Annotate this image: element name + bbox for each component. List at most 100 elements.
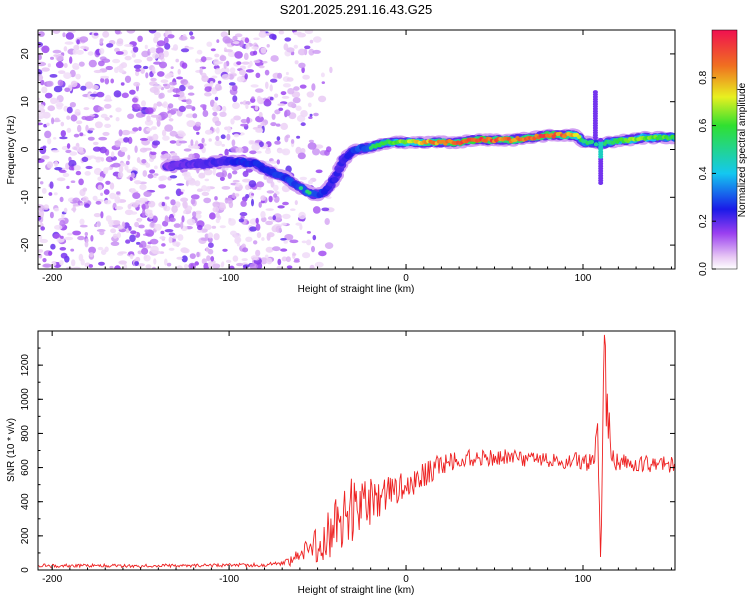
noise-blob xyxy=(123,263,128,269)
noise-blob xyxy=(38,108,46,114)
noise-blob xyxy=(329,66,333,74)
noise-blob xyxy=(158,184,167,189)
noise-blob xyxy=(176,183,185,186)
noise-blob xyxy=(181,62,188,69)
noise-blob xyxy=(301,240,307,244)
noise-blob xyxy=(101,249,107,255)
noise-blob xyxy=(220,134,226,139)
noise-blob xyxy=(281,256,288,262)
ridge-mark xyxy=(589,140,594,144)
noise-blob xyxy=(167,34,175,39)
noise-blob xyxy=(265,220,273,226)
noise-blob xyxy=(92,141,99,146)
noise-blob xyxy=(88,59,97,68)
noise-blob xyxy=(209,81,214,86)
noise-blob xyxy=(150,151,157,156)
noise-blob xyxy=(145,162,151,168)
noise-blob xyxy=(60,121,65,127)
noise-blob xyxy=(258,31,267,38)
noise-blob xyxy=(283,43,289,51)
noise-blob xyxy=(275,123,281,127)
noise-blob xyxy=(54,224,63,230)
noise-blob xyxy=(105,65,114,71)
snr-background xyxy=(38,331,675,570)
noise-blob xyxy=(149,209,153,214)
noise-blob xyxy=(118,129,123,137)
noise-blob xyxy=(188,180,197,186)
noise-blob xyxy=(223,61,227,69)
noise-blob xyxy=(299,176,308,181)
noise-blob xyxy=(49,211,54,219)
noise-blob xyxy=(154,165,158,170)
noise-blob xyxy=(96,229,106,232)
noise-blob xyxy=(84,241,89,248)
noise-blob xyxy=(111,151,115,158)
noise-blob xyxy=(168,118,174,122)
noise-blob xyxy=(307,102,312,108)
noise-blob xyxy=(53,85,63,93)
noise-blob xyxy=(88,155,97,159)
noise-blob xyxy=(64,236,74,241)
noise-blob xyxy=(225,197,233,204)
noise-blob xyxy=(133,64,142,70)
noise-blob xyxy=(276,265,282,269)
noise-blob xyxy=(239,212,248,217)
noise-blob xyxy=(270,122,277,127)
noise-blob xyxy=(155,47,164,54)
noise-blob xyxy=(153,175,157,179)
noise-blob xyxy=(232,192,236,199)
noise-blob xyxy=(98,136,108,141)
noise-blob xyxy=(177,132,186,138)
noise-blob xyxy=(113,90,122,98)
noise-blob xyxy=(287,101,296,108)
noise-blob xyxy=(133,103,141,110)
noise-blob xyxy=(186,218,196,226)
noise-blob xyxy=(52,49,62,54)
noise-blob xyxy=(297,48,306,56)
noise-blob xyxy=(158,61,168,69)
noise-blob xyxy=(72,230,81,236)
noise-blob xyxy=(201,191,210,196)
noise-blob xyxy=(138,218,142,223)
noise-blob xyxy=(306,91,314,98)
noise-blob xyxy=(136,157,141,163)
noise-blob xyxy=(245,69,254,73)
noise-blob xyxy=(241,258,248,262)
noise-blob xyxy=(284,234,294,241)
noise-blob xyxy=(152,140,161,146)
noise-blob xyxy=(258,65,265,69)
noise-blob xyxy=(144,119,154,126)
noise-blob xyxy=(127,113,135,120)
noise-blob xyxy=(93,213,101,218)
noise-blob xyxy=(71,146,80,151)
noise-blob xyxy=(180,221,184,229)
noise-blob xyxy=(133,81,141,87)
noise-blob xyxy=(295,105,302,111)
noise-blob xyxy=(81,156,89,163)
noise-blob xyxy=(212,111,218,117)
noise-blob xyxy=(79,132,84,137)
noise-blob xyxy=(236,262,244,267)
noise-blob xyxy=(200,56,207,63)
noise-blob xyxy=(70,80,78,88)
noise-blob xyxy=(44,130,52,139)
noise-blob xyxy=(311,83,316,91)
noise-blob xyxy=(266,44,270,48)
noise-blob xyxy=(97,246,104,251)
noise-blob xyxy=(120,146,128,153)
noise-blob xyxy=(304,45,311,50)
noise-blob xyxy=(203,258,207,263)
noise-blob xyxy=(187,92,195,96)
noise-blob xyxy=(120,62,128,69)
noise-blob xyxy=(100,211,104,219)
noise-blob xyxy=(139,137,149,141)
noise-blob xyxy=(179,84,186,92)
noise-blob xyxy=(135,70,140,77)
noise-blob xyxy=(255,249,261,257)
noise-blob xyxy=(132,127,139,132)
noise-blob xyxy=(198,172,206,179)
noise-blob xyxy=(171,152,178,156)
noise-blob xyxy=(256,181,265,188)
noise-blob xyxy=(102,31,110,38)
noise-blob xyxy=(165,30,169,37)
